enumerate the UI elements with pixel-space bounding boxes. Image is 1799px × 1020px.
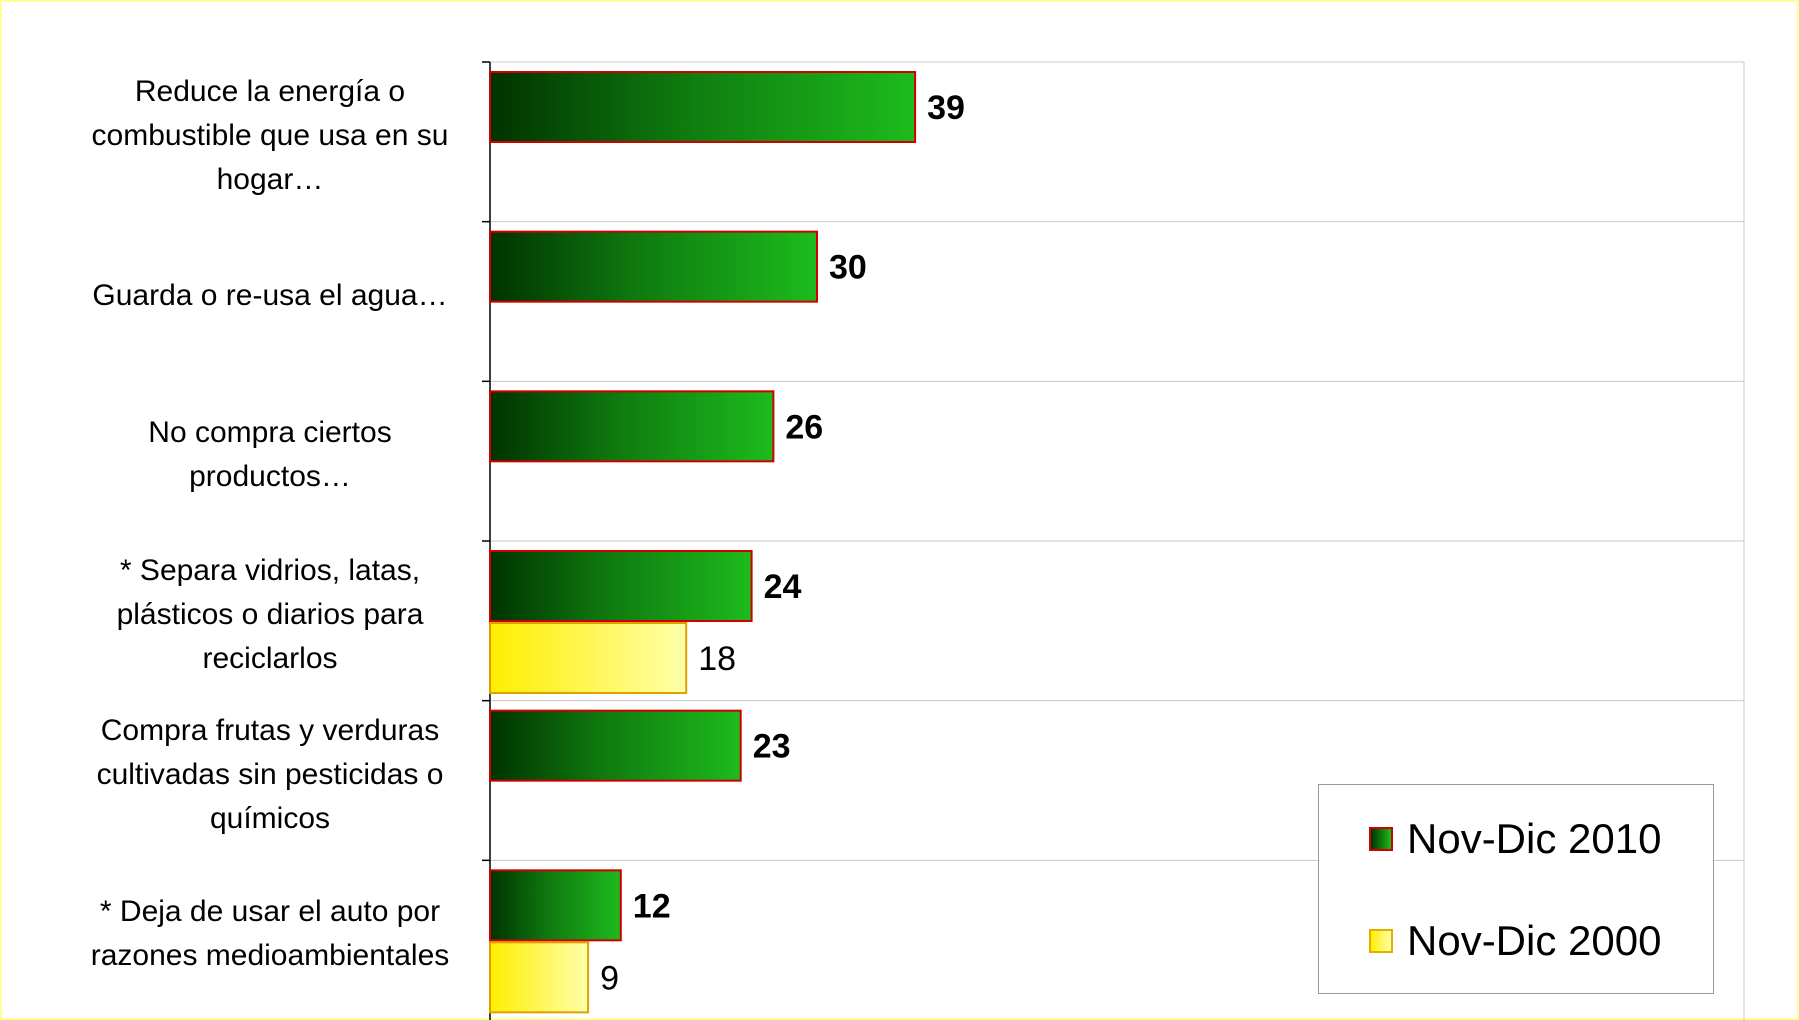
data-label-2000-3: 18 xyxy=(698,640,736,678)
bar-2010-3 xyxy=(489,550,753,622)
category-label-1: Guarda o re-usa el agua… xyxy=(92,278,448,312)
bar-2000-5 xyxy=(489,941,590,1014)
legend-swatch-green xyxy=(1369,827,1393,851)
data-label-2010-2: 26 xyxy=(785,408,823,446)
category-label-2: No compra ciertos productos… xyxy=(148,416,392,494)
category-label-0: Reduce la energía o combustible que usa … xyxy=(91,74,449,196)
category-label-4: Compra frutas y verduras cultivadas sin … xyxy=(96,713,444,835)
legend-item-2010: Nov-Dic 2010 xyxy=(1369,815,1662,862)
bar-2010-1 xyxy=(489,230,818,303)
legend: Nov-Dic 2010 Nov-Dic 2000 xyxy=(1318,784,1714,994)
legend-item-2000: Nov-Dic 2000 xyxy=(1369,917,1662,964)
data-label-2000-5: 9 xyxy=(600,959,619,997)
category-label-5: * Deja de usar el auto por razones medio… xyxy=(90,895,450,973)
bar-2010-2 xyxy=(489,390,775,463)
bar-2010-5 xyxy=(489,869,622,942)
data-label-2010-1: 30 xyxy=(829,249,867,287)
legend-label-2000: Nov-Dic 2000 xyxy=(1407,917,1662,964)
bar-2000-3 xyxy=(489,622,688,694)
legend-swatch-yellow xyxy=(1369,929,1393,953)
data-label-2010-0: 39 xyxy=(927,89,965,127)
category-label-3: * Separa vidrios, latas, plásticos o dia… xyxy=(116,553,424,675)
bar-2010-4 xyxy=(489,709,742,782)
data-labels: 39 30 26 24 18 23 12 9 xyxy=(600,89,965,997)
data-label-2010-4: 23 xyxy=(753,728,791,766)
bars xyxy=(489,71,917,1014)
legend-label-2010: Nov-Dic 2010 xyxy=(1407,815,1662,862)
data-label-2010-5: 12 xyxy=(633,887,671,925)
data-label-2010-3: 24 xyxy=(764,568,802,606)
bar-2010-0 xyxy=(489,71,917,143)
